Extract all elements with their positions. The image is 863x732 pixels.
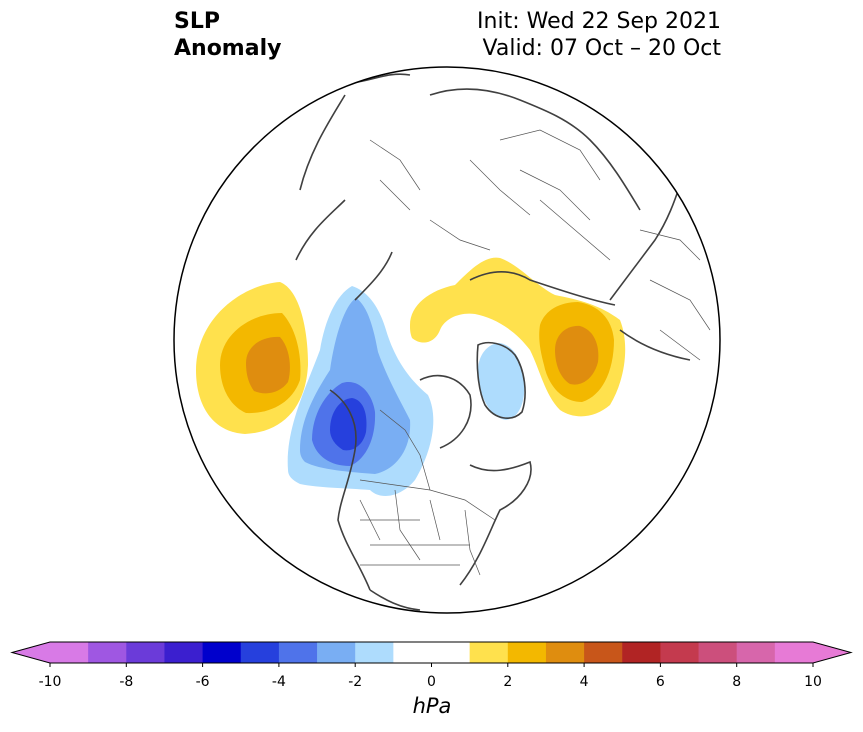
colorbar-tick-label: 8 [732, 674, 742, 690]
colorbar-tick-label: 2 [503, 674, 513, 690]
colorbar-cell [698, 642, 738, 663]
colorbar [10, 641, 853, 667]
polar-map [173, 66, 721, 614]
colorbar-cell [393, 642, 432, 663]
colorbar-unit: hPa [412, 694, 452, 718]
coastlines [295, 73, 691, 611]
forecast-dates: Init: Wed 22 Sep 2021 Valid: 07 Oct – 20… [477, 8, 721, 62]
colorbar-cell [355, 642, 394, 663]
colorbar-cell [202, 642, 242, 663]
colorbar-cell [622, 642, 661, 663]
colorbar-cell [431, 642, 471, 663]
map-boundary [173, 66, 721, 614]
colorbar-tick-label: -10 [38, 674, 62, 690]
colorbar-tick-label: -4 [271, 674, 286, 690]
colorbar-tick-label: 6 [655, 674, 665, 690]
colorbar-cell [774, 642, 814, 663]
colorbar-tick-label: 4 [579, 674, 589, 690]
colorbar-cell [507, 642, 547, 663]
colorbar-cell [584, 642, 623, 663]
north-pacific-high [196, 282, 308, 434]
colorbar-cell [660, 642, 700, 663]
map-title: SLP Anomaly [174, 8, 281, 62]
colorbar-tick-label: 0 [427, 674, 436, 690]
valid-range: Valid: 07 Oct – 20 Oct [482, 36, 721, 61]
title-line-2: Anomaly [174, 36, 282, 61]
arctic-siberia-high [410, 257, 626, 417]
greenland-negative [478, 343, 525, 420]
colorbar-cell [736, 642, 776, 663]
colorbar-extend-low [12, 642, 50, 663]
colorbar-tick-label: 10 [804, 674, 822, 690]
init-date: Init: Wed 22 Sep 2021 [477, 9, 721, 34]
colorbar-cell [50, 642, 89, 663]
colorbar-tick-label: -8 [119, 674, 134, 690]
colorbar-extend-high [813, 642, 851, 663]
colorbar-cell [545, 642, 585, 663]
title-line-1: SLP [174, 9, 220, 34]
colorbar-tick-label: -6 [195, 674, 210, 690]
colorbar-cell [278, 642, 318, 663]
colorbar-cell [88, 642, 127, 663]
colorbar-cell [469, 642, 509, 663]
anomaly-fields [196, 257, 626, 496]
colorbar-cell [240, 642, 280, 663]
country-borders [359, 129, 711, 576]
western-canada-low [287, 286, 434, 496]
colorbar-cell [126, 642, 165, 663]
colorbar-cell [164, 642, 204, 663]
colorbar-cell [317, 642, 356, 663]
colorbar-tick-label: -2 [348, 674, 363, 690]
